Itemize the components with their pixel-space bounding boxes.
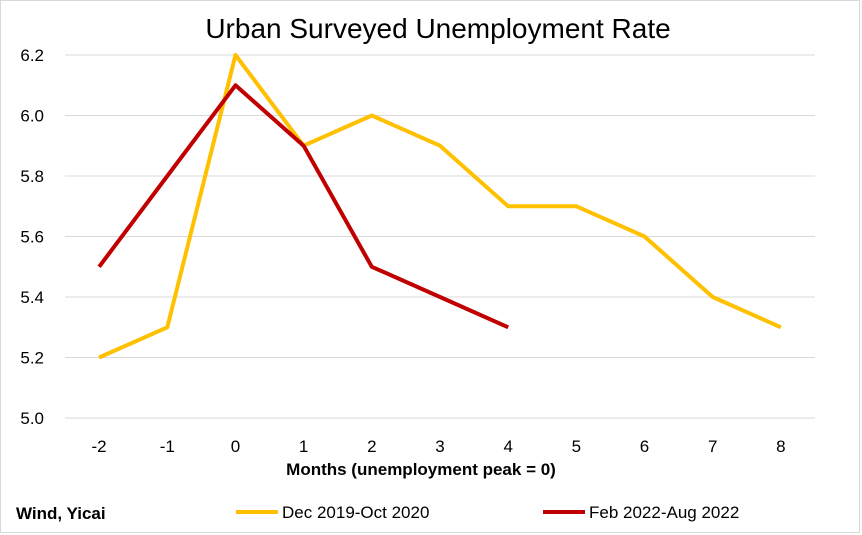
source-note: Wind, Yicai	[16, 504, 106, 523]
x-tick-label: 8	[776, 437, 785, 456]
x-tick-label: -1	[160, 437, 175, 456]
legend-label-1: Dec 2019-Oct 2020	[282, 503, 429, 522]
x-tick-label: 2	[367, 437, 376, 456]
y-tick-label: 5.2	[20, 349, 44, 368]
x-axis-label: Months (unemployment peak = 0)	[286, 460, 556, 479]
series-line-2	[97, 83, 510, 330]
x-tick-label: -2	[92, 437, 107, 456]
chart-title: Urban Surveyed Unemployment Rate	[205, 13, 670, 44]
y-tick-label: 6.0	[20, 107, 44, 126]
x-tick-label: 3	[435, 437, 444, 456]
series-line-1	[98, 53, 782, 360]
legend: Dec 2019-Oct 2020 Feb 2022-Aug 2022	[236, 503, 739, 522]
series-lines	[97, 53, 782, 360]
legend-label-2: Feb 2022-Aug 2022	[589, 503, 739, 522]
gridlines	[65, 54, 815, 419]
x-tick-label: 0	[231, 437, 240, 456]
y-axis-tick-labels: 5.0 5.2 5.4 5.6 5.8 6.0 6.2	[20, 46, 44, 428]
y-tick-label: 6.2	[20, 46, 44, 65]
x-tick-label: 7	[708, 437, 717, 456]
x-axis-tick-labels: -2 -1 0 1 2 3 4 5 6 7 8	[92, 437, 786, 456]
y-tick-label: 5.6	[20, 228, 44, 247]
y-tick-label: 5.4	[20, 288, 44, 307]
y-tick-label: 5.0	[20, 409, 44, 428]
x-tick-label: 4	[503, 437, 512, 456]
y-tick-label: 5.8	[20, 167, 44, 186]
x-tick-label: 6	[640, 437, 649, 456]
x-tick-label: 5	[572, 437, 581, 456]
x-tick-label: 1	[299, 437, 308, 456]
